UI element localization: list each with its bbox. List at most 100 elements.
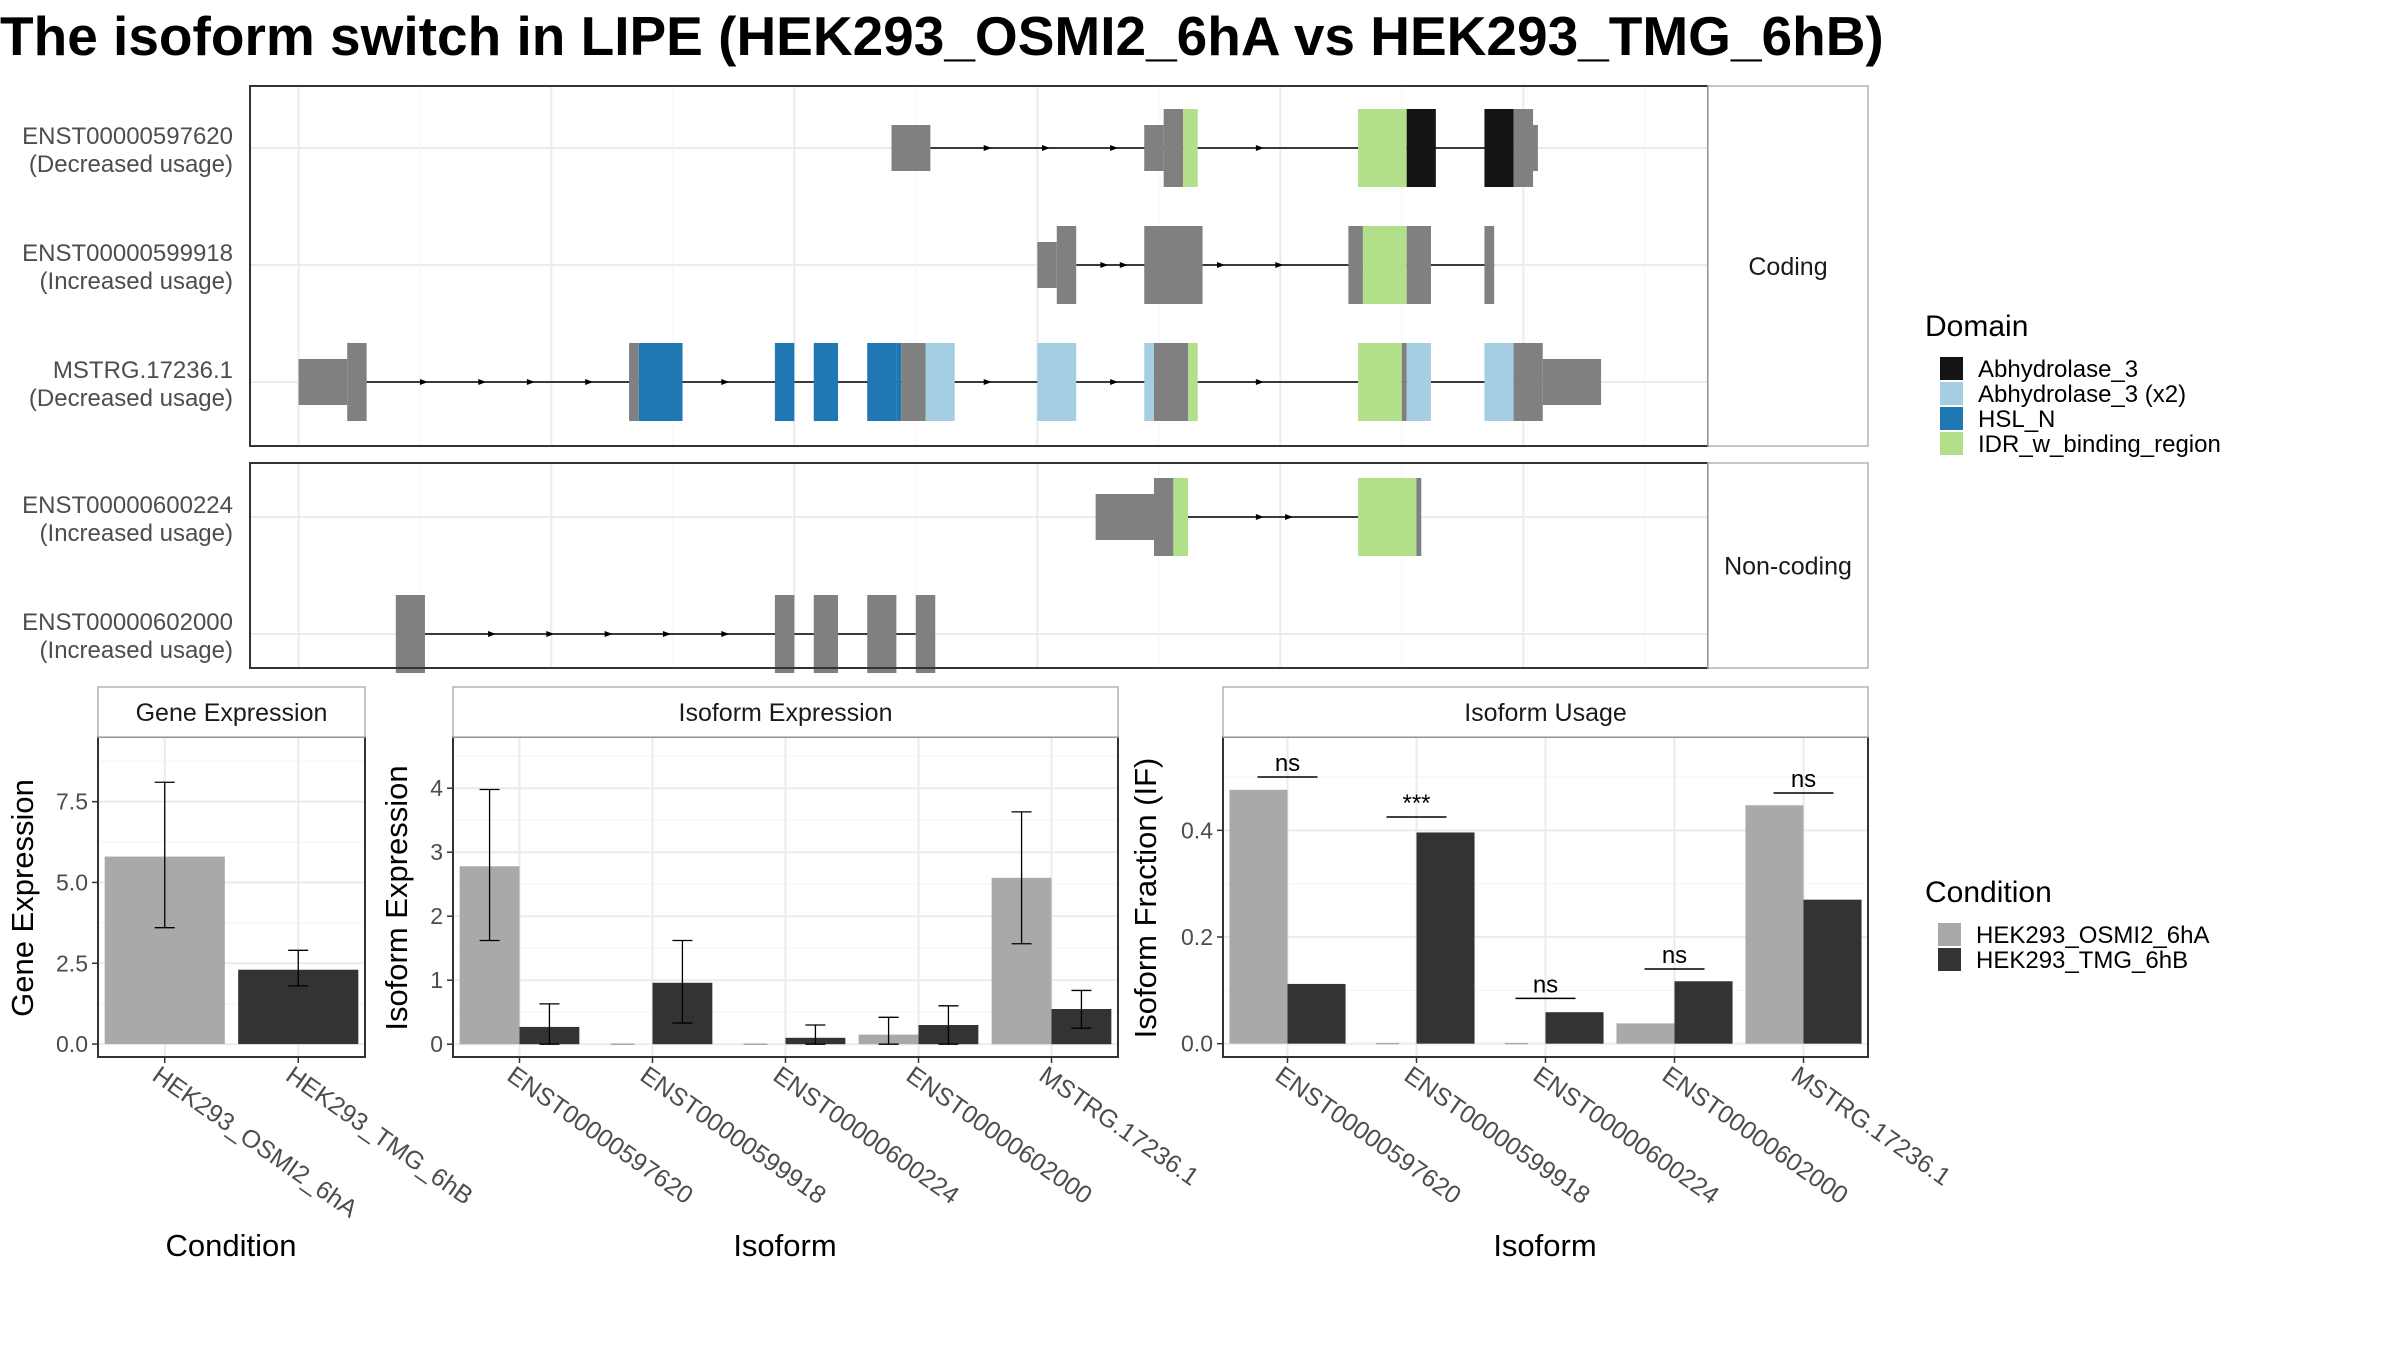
exon-block <box>1542 359 1602 405</box>
domain-block-abhydrolase-3 <box>1406 109 1436 187</box>
bar <box>1745 805 1804 1044</box>
domain-block-idr-w-binding-region <box>1187 343 1198 421</box>
exon-block <box>298 359 348 405</box>
direction-arrow <box>1255 145 1264 151</box>
exon-block <box>1144 125 1164 171</box>
direction-arrow <box>604 631 613 637</box>
isoform-label: ENST00000597620 <box>22 123 233 150</box>
domain-block-hsl-n <box>896 343 902 421</box>
y-tick-label: 2 <box>430 903 443 929</box>
exon-block <box>867 595 897 673</box>
exon-block <box>1513 109 1534 187</box>
legend-swatch <box>1940 357 1963 380</box>
domain-block-hsl-n <box>867 343 897 421</box>
significance-label: ns <box>1275 750 1300 777</box>
direction-arrow <box>1217 262 1225 268</box>
bar-charts: Gene Expression0.02.55.07.5HEK293_OSMI2_… <box>5 686 1956 1263</box>
bar <box>1229 789 1288 1044</box>
panel-strip-label: Non-coding <box>1724 553 1852 581</box>
exon-block <box>1163 109 1184 187</box>
exon-block <box>1416 478 1422 556</box>
direction-arrow <box>488 631 496 637</box>
domain-block-idr-w-binding-region <box>1362 226 1407 304</box>
domain-block-abhydrolase-3-x2 <box>1406 343 1431 421</box>
domain-legend-title: Domain <box>1925 310 2028 343</box>
direction-arrow <box>585 379 594 385</box>
chart-isoform-expression: Isoform Expression01234ENST00000597620EN… <box>379 686 1204 1263</box>
isoform-structure-plot: ENST00000597620(Decreased usage) ENST0000… <box>22 85 1869 673</box>
x-axis-title: Isoform <box>1493 1228 1596 1263</box>
exon-block <box>1153 343 1188 421</box>
direction-arrow <box>546 631 555 637</box>
exon-block <box>901 343 926 421</box>
significance-label: ns <box>1662 942 1687 969</box>
y-tick-label: 1 <box>430 967 443 993</box>
exon-block <box>1401 343 1407 421</box>
exon-block <box>1484 226 1495 304</box>
isoform-label: MSTRG.17236.1 <box>53 357 233 384</box>
legend-label: IDR_w_binding_region <box>1978 431 2221 458</box>
y-tick-label: 0.0 <box>56 1031 88 1057</box>
isoform-label: ENST00000602000 <box>22 609 233 636</box>
legend-swatch <box>1938 948 1961 971</box>
domain-block-idr-w-binding-region <box>1358 109 1407 187</box>
bar <box>1803 899 1862 1044</box>
chart-title: Isoform Expression <box>679 699 893 727</box>
y-axis-title: Gene Expression <box>5 779 40 1017</box>
legend-label: Abhydrolase_3 (x2) <box>1978 381 2186 408</box>
bar <box>1416 832 1475 1044</box>
bar <box>1545 1012 1604 1044</box>
y-tick-label: 0.2 <box>1181 924 1213 950</box>
domain-block-hsl-n <box>774 343 795 421</box>
domain-block-abhydrolase-3-x2 <box>925 343 955 421</box>
exon-block <box>1144 226 1203 304</box>
exon-block <box>774 595 795 673</box>
domain-block-abhydrolase-3-x2 <box>1037 343 1077 421</box>
exon-block <box>1348 226 1363 304</box>
exon-block <box>1513 343 1543 421</box>
direction-arrow <box>721 631 730 637</box>
legend-swatch <box>1938 923 1961 946</box>
direction-arrow <box>983 145 992 151</box>
isoform-track: ENST00000599918(Increased usage) <box>22 226 1495 304</box>
legend-swatch <box>1940 432 1963 455</box>
domain-block-abhydrolase-3 <box>1484 109 1514 187</box>
domain-block-idr-w-binding-region <box>1173 478 1188 556</box>
domain-block-idr-w-binding-region <box>1183 109 1198 187</box>
significance-label: ns <box>1533 971 1558 998</box>
exon-block <box>1533 125 1538 171</box>
direction-arrow <box>419 379 428 385</box>
direction-arrow <box>983 379 992 385</box>
domain-block-idr-w-binding-region <box>1358 343 1402 421</box>
direction-arrow <box>526 379 535 385</box>
legend-label: HSL_N <box>1978 406 2055 433</box>
direction-arrow <box>1255 514 1264 520</box>
legend-label: Abhydrolase_3 <box>1978 356 2138 383</box>
exon-block <box>629 343 639 421</box>
exon-block <box>1037 242 1057 288</box>
isoform-track: MSTRG.17236.1(Decreased usage) <box>29 343 1602 421</box>
panel-strip <box>1707 462 1869 669</box>
direction-arrow <box>1119 262 1128 268</box>
exon-block <box>1153 478 1174 556</box>
panel-strip <box>1707 85 1869 447</box>
direction-arrow <box>1042 145 1051 151</box>
bar <box>1674 981 1733 1044</box>
direction-arrow <box>478 379 487 385</box>
figure-title: The isoform switch in LIPE (HEK293_OSMI2… <box>0 5 1884 67</box>
y-axis-title: Isoform Expression <box>379 765 414 1030</box>
significance-label: *** <box>1402 790 1430 817</box>
direction-arrow <box>1285 514 1294 520</box>
domain-block-abhydrolase-3-x2 <box>1484 343 1514 421</box>
y-tick-label: 7.5 <box>56 789 88 815</box>
isoform-usage-label: (Increased usage) <box>40 268 233 295</box>
structure-panel-background <box>250 463 1708 668</box>
panel-strip <box>97 686 366 738</box>
isoform-usage-label: (Decreased usage) <box>29 151 233 178</box>
direction-arrow <box>1255 379 1264 385</box>
isoform-usage-label: (Increased usage) <box>40 520 233 547</box>
direction-arrow <box>1275 262 1284 268</box>
